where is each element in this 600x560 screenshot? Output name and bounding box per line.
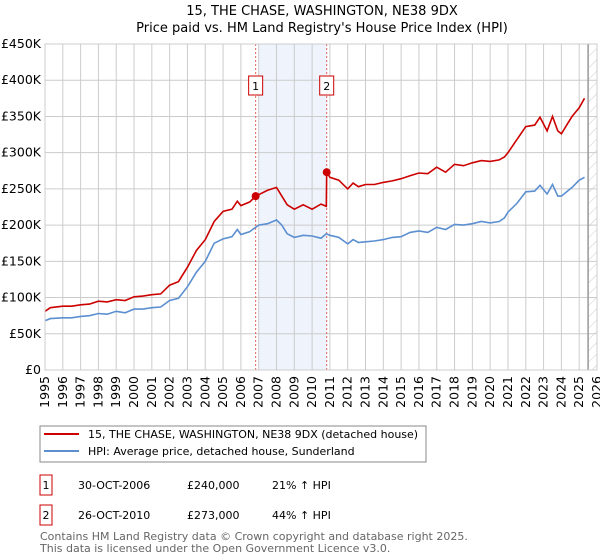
sale-number: 2 <box>43 509 50 522</box>
x-tick-label: 2006 <box>233 376 248 408</box>
y-tick-label: £350K <box>1 108 42 123</box>
y-tick-label: £100K <box>1 290 42 305</box>
x-tick-label: 1999 <box>108 376 123 408</box>
x-tick-label: 2007 <box>251 376 266 408</box>
x-tick-label: 2024 <box>553 376 568 408</box>
sale-marker-box <box>319 75 335 96</box>
sale-marker-box <box>248 75 264 96</box>
sale-row-2: 2 26-OCT-2010 £273,000 44% ↑ HPI <box>39 504 331 526</box>
chart-title: 15, THE CHASE, WASHINGTON, NE38 9DX <box>186 4 458 19</box>
x-tick-label: 2002 <box>162 376 177 408</box>
future-hatch <box>588 44 597 370</box>
x-tick-label: 1997 <box>73 376 88 408</box>
footer-copyright: Contains HM Land Registry data © Crown c… <box>40 530 468 543</box>
legend-label-property: 15, THE CHASE, WASHINGTON, NE38 9DX (det… <box>88 428 418 441</box>
legend: 15, THE CHASE, WASHINGTON, NE38 9DX (det… <box>39 425 427 463</box>
x-tick-label: 2018 <box>447 376 462 408</box>
x-tick-label: 2025 <box>571 376 586 408</box>
plot-frame <box>44 43 598 371</box>
property-price-line <box>44 97 586 312</box>
sale-hpi-change: 21% ↑ HPI <box>272 479 331 492</box>
y-tick-label: £400K <box>1 72 42 87</box>
sale-price: £273,000 <box>187 509 240 522</box>
sale-date: 26-OCT-2010 <box>78 509 150 522</box>
chart-subtitle: Price paid vs. HM Land Registry's House … <box>136 21 508 36</box>
x-tick-label: 2013 <box>358 376 373 408</box>
x-tick-label: 1996 <box>55 376 70 408</box>
x-tick-label: 2000 <box>126 376 141 408</box>
y-tick-label: £450K <box>1 36 42 51</box>
x-tick-label: 1995 <box>37 376 52 408</box>
x-tick-label: 2009 <box>286 376 301 408</box>
sale-date: 30-OCT-2006 <box>78 479 150 492</box>
sale-number: 1 <box>43 479 50 492</box>
legend-label-hpi: HPI: Average price, detached house, Sund… <box>88 445 355 458</box>
x-tick-label: 2017 <box>429 376 444 408</box>
x-tick-label: 2021 <box>500 376 515 408</box>
x-tick-label: 2003 <box>179 376 194 408</box>
x-tick-label: 2022 <box>518 376 533 408</box>
sale-price: £240,000 <box>187 479 240 492</box>
y-tick-label: £150K <box>1 253 42 268</box>
x-tick-label: 2008 <box>268 376 283 408</box>
x-tick-label: 2010 <box>304 376 319 408</box>
y-tick-label: £0 <box>25 362 41 377</box>
sale-marker-label: 1 <box>252 80 259 93</box>
x-tick-label: 2005 <box>215 376 230 408</box>
sale-hpi-change: 44% ↑ HPI <box>272 509 331 522</box>
sale-marker-label: 2 <box>323 80 330 93</box>
y-tick-label: £200K <box>1 217 42 232</box>
x-tick-label: 2012 <box>340 376 355 408</box>
x-tick-label: 2001 <box>144 376 159 408</box>
x-tick-label: 2019 <box>464 376 479 408</box>
y-tick-label: £50K <box>9 326 42 341</box>
x-tick-label: 2020 <box>482 376 497 408</box>
sale-point <box>322 168 331 177</box>
y-tick-label: £250K <box>1 181 42 196</box>
x-tick-label: 2026 <box>589 376 600 408</box>
x-tick-label: 2023 <box>536 376 551 408</box>
x-tick-label: 2011 <box>322 376 337 408</box>
sale-point <box>251 192 260 201</box>
sale-row-1: 1 30-OCT-2006 £240,000 21% ↑ HPI <box>39 474 331 496</box>
x-tick-label: 1998 <box>90 376 105 408</box>
x-tick-label: 2004 <box>197 376 212 408</box>
x-tick-label: 2015 <box>393 376 408 408</box>
x-tick-label: 2016 <box>411 376 426 408</box>
x-tick-label: 2014 <box>375 376 390 408</box>
footer-licence: This data is licensed under the Open Gov… <box>39 542 390 555</box>
hpi-line <box>44 176 585 322</box>
y-tick-label: £300K <box>1 145 42 160</box>
